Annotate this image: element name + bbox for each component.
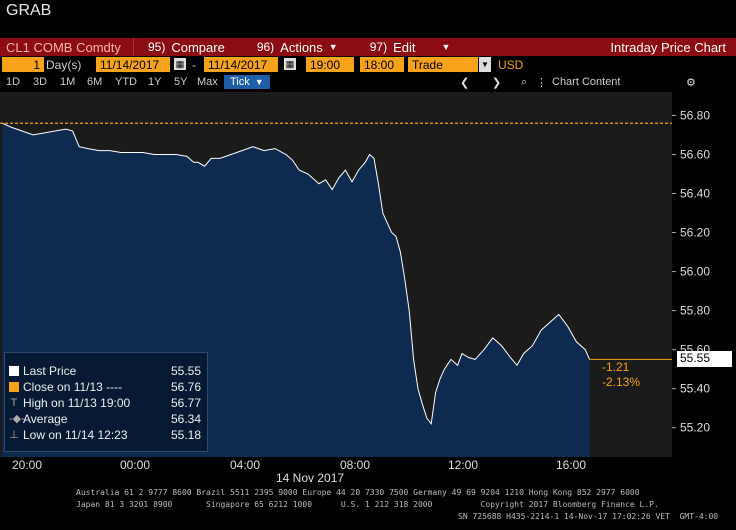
last-price-badge-value: 55.55 <box>680 351 711 366</box>
menu-bar: CL1 COMB Comdty 95) Compare 96) Actions … <box>0 38 736 56</box>
actions-number: 96) <box>256 40 275 54</box>
legend-label: Average <box>23 412 68 426</box>
end-date-field[interactable]: 11/14/2017 <box>204 57 278 72</box>
legend-label: Low on 11/14 12:23 <box>23 428 128 442</box>
last-price-badge: 55.55 <box>677 351 732 368</box>
legend-label: High on 11/13 19:00 <box>23 396 131 410</box>
window-title: GRAB <box>6 2 52 19</box>
chart-content-icon: ⋮ <box>536 76 547 89</box>
chevron-right-icon[interactable]: ❯ <box>492 76 502 89</box>
compare-button[interactable]: 95) Compare <box>142 38 231 56</box>
actions-button[interactable]: 96) Actions ▼ <box>251 38 344 56</box>
last-price-swatch <box>9 366 19 376</box>
start-time-field[interactable]: 19:00 <box>306 57 354 72</box>
low-marker-icon: ⊥ <box>9 429 19 441</box>
start-date-field[interactable]: 11/14/2017 <box>96 57 170 72</box>
legend-value: 55.18 <box>170 428 201 442</box>
y-tick-label: 55.40 <box>680 382 710 396</box>
legend-row-close: Close on 11/13 ---- 56.76 <box>5 379 205 395</box>
page-title: Intraday Price Chart <box>610 39 726 55</box>
range-5y[interactable]: 5Y <box>174 76 188 88</box>
legend-label: Close on 11/13 ---- <box>23 380 123 394</box>
x-axis: 20:00 00:00 04:00 08:00 12:00 16:00 14 N… <box>0 457 736 485</box>
control-bar: 1 Day(s) 11/14/2017 ▦ - 11/14/2017 ▦ 19:… <box>0 56 736 74</box>
legend-value: 56.77 <box>170 396 201 410</box>
legend-row-low: ⊥ Low on 11/14 12:23 55.18 <box>5 427 205 443</box>
footer-line-2: Japan 81 3 3201 8900 Singapore 65 6212 1… <box>76 500 659 509</box>
range-1d[interactable]: 1D <box>6 76 21 88</box>
y-tick-label: 55.80 <box>680 304 710 318</box>
legend-value: 55.55 <box>170 364 201 378</box>
y-tick-label: 56.60 <box>680 147 710 161</box>
average-marker-icon: -◆- <box>9 413 25 425</box>
legend-value: 56.76 <box>170 380 201 394</box>
chevron-down-icon[interactable]: ▼ <box>479 57 491 72</box>
zoom-icon[interactable]: ⌕ <box>521 75 528 88</box>
currency-label: USD <box>498 57 524 72</box>
x-tick-label: 04:00 <box>230 458 261 472</box>
x-tick-label: 20:00 <box>12 458 43 472</box>
x-tick-label: 12:00 <box>448 458 479 472</box>
period-value-field[interactable]: 1 <box>2 57 44 72</box>
chevron-down-icon: ▼ <box>254 77 264 87</box>
calendar-icon[interactable]: ▦ <box>284 58 296 70</box>
y-axis-panel <box>672 92 736 457</box>
legend-row-average: -◆- Average 56.34 <box>5 411 205 427</box>
y-tick-label: 56.20 <box>680 226 710 240</box>
footer-line-1: Australia 61 2 9777 8600 Brazil 5511 239… <box>76 488 640 497</box>
range-ytd[interactable]: YTD <box>115 76 137 88</box>
top-bar: GRAB <box>0 0 736 38</box>
edit-number: 97) <box>369 40 388 54</box>
range-max[interactable]: Max <box>197 76 218 88</box>
range-6m[interactable]: 6M <box>87 76 103 88</box>
change-percent: -2.13% <box>602 375 641 390</box>
range-1y[interactable]: 1Y <box>148 76 162 88</box>
footer: Australia 61 2 9777 8600 Brazil 5511 239… <box>0 484 736 530</box>
y-tick-label: 56.00 <box>680 265 710 279</box>
y-tick-label: 55.20 <box>680 421 710 435</box>
range-1m[interactable]: 1M <box>60 76 76 88</box>
legend-label: Last Price <box>23 364 77 378</box>
date-separator: - <box>192 57 196 72</box>
compare-label: Compare <box>171 39 225 55</box>
tick-label: Tick <box>230 76 250 88</box>
legend-row-last: Last Price 55.55 <box>5 363 205 379</box>
compare-number: 95) <box>148 40 166 54</box>
footer-line-3: SN 725688 H435-2214-1 14-Nov-17 17:02:26… <box>458 512 719 521</box>
x-date-label: 14 Nov 2017 <box>276 471 345 485</box>
end-time-field[interactable]: 18:00 <box>360 57 404 72</box>
period-unit-label: Day(s) <box>46 57 82 72</box>
chevron-left-icon[interactable]: ❮ <box>460 76 470 89</box>
gear-icon[interactable]: ⚙ <box>686 76 696 89</box>
legend-value: 56.34 <box>170 412 201 426</box>
legend: Last Price 55.55 Close on 11/13 ---- 56.… <box>4 352 208 452</box>
chart-content-button[interactable]: ⋮ Chart Content <box>536 75 620 89</box>
y-tick-label: 56.80 <box>680 108 710 122</box>
chevron-down-icon: ▼ <box>441 42 451 52</box>
ticker-field[interactable]: CL1 COMB Comdty <box>0 38 134 56</box>
change-box: -1.21 -2.13% <box>602 360 672 390</box>
legend-row-high: T High on 11/13 19:00 56.77 <box>5 395 205 411</box>
y-tick-label: 56.40 <box>680 186 710 200</box>
x-tick-label: 08:00 <box>340 458 371 472</box>
calendar-icon[interactable]: ▦ <box>174 58 186 70</box>
edit-button[interactable]: 97) Edit ▼ <box>364 38 457 56</box>
edit-label: Edit <box>393 39 416 55</box>
range-3d[interactable]: 3D <box>33 76 48 88</box>
mode-select[interactable]: Trade <box>408 57 478 72</box>
high-marker-icon: T <box>10 397 18 409</box>
chevron-down-icon: ▼ <box>328 42 338 52</box>
chart-content-label: Chart Content <box>552 76 621 88</box>
price-line <box>1 122 591 426</box>
actions-label: Actions <box>280 39 323 55</box>
tick-dropdown[interactable]: Tick ▼ <box>224 75 270 89</box>
close-swatch <box>9 382 19 392</box>
x-tick-label: 00:00 <box>120 458 151 472</box>
range-bar: 1D 3D 1M 6M YTD 1Y 5Y Max Tick ▼ ❮ ❯ ⌕ ⋮… <box>0 74 736 90</box>
change-value: -1.21 <box>602 360 630 375</box>
x-tick-label: 16:00 <box>556 458 587 472</box>
